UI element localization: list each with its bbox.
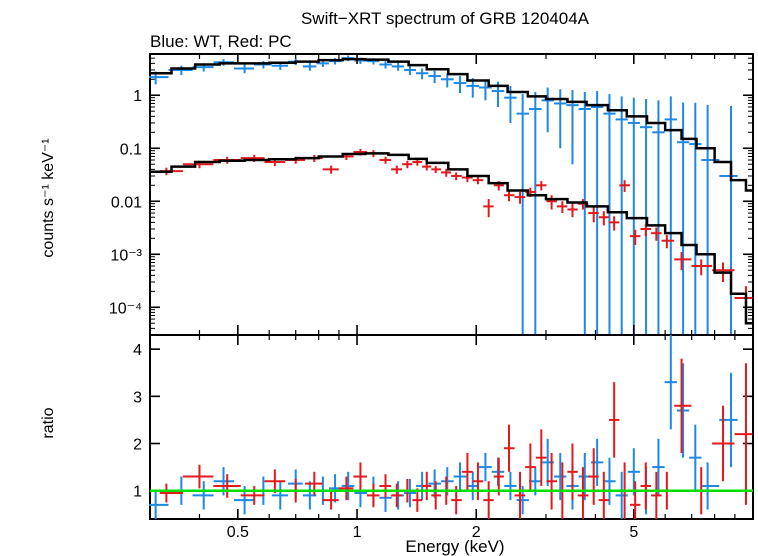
y-tick-label: 10⁻³ — [110, 247, 142, 264]
ratio-frame — [149, 334, 754, 520]
chart-subtitle: Blue: WT, Red: PC — [150, 32, 292, 51]
ratio-y-tick-label: 4 — [133, 342, 142, 359]
x-tick-label: 1 — [353, 524, 362, 541]
wt-model-curve — [150, 57, 753, 192]
chart-title: Swift−XRT spectrum of GRB 120404A — [301, 9, 590, 28]
x-tick-label: 0.5 — [227, 524, 249, 541]
ratio-panel: 0.5 1 2 5 1 2 3 4 — [133, 54, 754, 541]
y-tick-label: 10⁻⁴ — [109, 300, 142, 317]
y-axis-label-ratio: ratio — [40, 407, 57, 438]
y-axis-label-spectrum: counts s⁻¹ keV⁻¹ — [40, 138, 57, 257]
spectrum-panel: 1 0.1 0.01 10⁻³ 10⁻⁴ — [109, 53, 754, 336]
y-tick-label: 0.1 — [120, 141, 142, 158]
x-tick-label: 2 — [472, 524, 481, 541]
y-tick-label: 0.01 — [111, 194, 142, 211]
pc-model-curve — [150, 152, 753, 325]
y-tick-label: 1 — [133, 88, 142, 105]
x-tick-label: 5 — [629, 524, 638, 541]
ratio-y-tick-label: 2 — [133, 437, 142, 454]
x-axis-label: Energy (keV) — [405, 537, 504, 556]
ratio-y-tick-label: 3 — [133, 389, 142, 406]
ratio-y-tick-label: 1 — [133, 484, 142, 501]
